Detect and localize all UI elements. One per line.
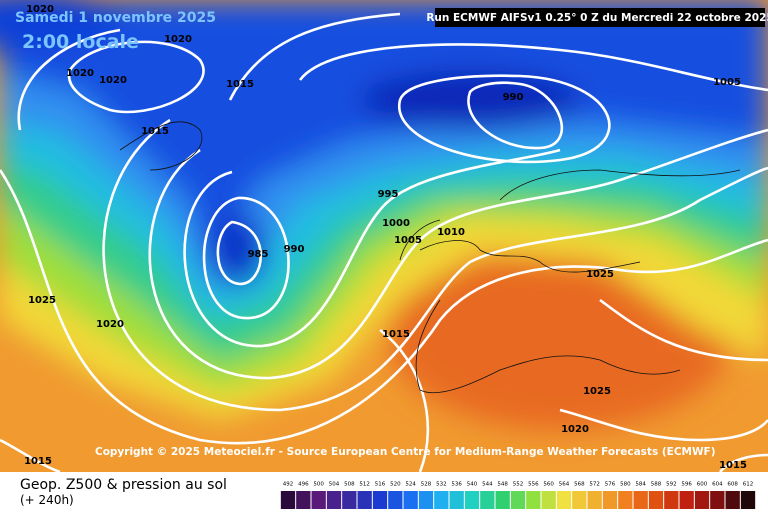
colorbar-label: 552	[513, 482, 524, 488]
isobar-label: 1020	[26, 4, 54, 15]
colorbar-swatch	[418, 491, 434, 509]
colorbar-swatch	[326, 491, 342, 509]
colorbar-label: 568	[574, 482, 585, 488]
colorbar-label: 528	[421, 482, 432, 488]
colorbar-label: 544	[482, 482, 493, 488]
colorbar-label: 600	[697, 482, 708, 488]
colorbar-label: 536	[451, 482, 462, 488]
colorbar-label: 572	[589, 482, 600, 488]
colorbar-swatch	[434, 491, 449, 509]
colorbar-label: 492	[283, 482, 294, 488]
footer-title: Geop. Z500 & pression au sol	[20, 477, 227, 493]
isobar-label: 1020	[561, 424, 589, 435]
colorbar-swatch	[572, 491, 587, 509]
colorbar-label: 576	[605, 482, 616, 488]
isobar-label: 1015	[382, 329, 410, 340]
isobar-label: 1025	[28, 295, 56, 306]
isobar-label: 1015	[141, 126, 169, 137]
colorbar-label: 548	[497, 482, 508, 488]
isobar-label: 1015	[24, 456, 52, 467]
footer-lead: (+ 240h)	[20, 493, 74, 507]
colorbar-swatch	[280, 491, 296, 509]
colorbar-swatch	[403, 491, 418, 509]
isobar-label: 1000	[382, 218, 410, 229]
colorbar-swatch	[388, 491, 403, 509]
colorbar-swatch	[480, 491, 495, 509]
colorbar-swatch	[556, 491, 572, 509]
isobar-label: 990	[284, 244, 305, 255]
colorbar-label: 608	[727, 482, 738, 488]
colorbar-label: 508	[344, 482, 355, 488]
colorbar-swatch	[694, 491, 710, 509]
colorbar-swatch	[618, 491, 633, 509]
colorbar-label: 588	[651, 482, 662, 488]
colorbar-label: 520	[390, 482, 401, 488]
colorbar-label: 512	[359, 482, 370, 488]
isobar-label: 1020	[66, 68, 94, 79]
isobar-label: 1025	[583, 386, 611, 397]
colorbar-swatch	[587, 491, 602, 509]
colorbar-swatch	[679, 491, 694, 509]
colorbar-label: 596	[681, 482, 692, 488]
colorbar-label: 516	[375, 482, 386, 488]
isobar-label: 985	[248, 249, 269, 260]
run-info: Run ECMWF AIFSv1 0.25° 0 Z du Mercredi 2…	[426, 12, 768, 24]
isobar-label: 1020	[164, 34, 192, 45]
colorbar-swatch	[633, 491, 648, 509]
isobar-label: 1015	[719, 460, 747, 471]
colorbar-label: 496	[298, 482, 309, 488]
isobars	[0, 12, 768, 472]
isobar-label: 1005	[394, 235, 422, 246]
run-box	[435, 8, 765, 27]
colorbar-swatch	[541, 491, 556, 509]
colorbar-swatch	[602, 491, 618, 509]
isobar-label: 1025	[586, 269, 614, 280]
colorbar-swatch	[510, 491, 526, 509]
colorbar-label: 584	[635, 482, 646, 488]
colorbar-swatch	[372, 491, 388, 509]
colorbar-label: 612	[743, 482, 754, 488]
isobar-label: 1020	[99, 75, 127, 86]
isobar-label: 995	[378, 189, 399, 200]
map-field	[0, 0, 768, 472]
colorbar-label: 540	[467, 482, 478, 488]
colorbar-swatch	[526, 491, 541, 509]
colorbar-swatch	[740, 491, 756, 509]
colorbar-swatch	[357, 491, 372, 509]
colorbar-swatch	[725, 491, 740, 509]
copyright: Copyright © 2025 Meteociel.fr - Source E…	[95, 446, 716, 458]
isobar-label: 1010	[437, 227, 465, 238]
colorbar-label: 532	[436, 482, 447, 488]
colorbar-label: 556	[528, 482, 539, 488]
colorbar-swatch	[664, 491, 679, 509]
colorbar-label: 604	[712, 482, 723, 488]
colorbar-swatch	[495, 491, 510, 509]
isobar-label: 1015	[226, 79, 254, 90]
coastlines	[119, 121, 741, 394]
forecast-time: 2:00 locale	[22, 31, 139, 53]
colorbar-swatch	[648, 491, 664, 509]
colorbar-swatch	[296, 491, 311, 509]
colorbar-swatch	[464, 491, 480, 509]
colorbar-swatch	[311, 491, 326, 509]
colorbar-label: 504	[329, 482, 340, 488]
colorbar-swatch	[449, 491, 464, 509]
colorbar-label: 592	[666, 482, 677, 488]
forecast-date: Samedi 1 novembre 2025	[15, 10, 216, 26]
colorbar-label: 560	[543, 482, 554, 488]
colorbar-label: 564	[559, 482, 570, 488]
isobar-label: 990	[503, 92, 524, 103]
colorbar-label: 500	[313, 482, 324, 488]
colorbar-label: 580	[620, 482, 631, 488]
colorbar-swatch	[710, 491, 725, 509]
colorbar-swatch	[342, 491, 357, 509]
isobar-label: 1020	[96, 319, 124, 330]
colorbar-label: 524	[405, 482, 416, 488]
isobar-label: 1005	[713, 77, 741, 88]
